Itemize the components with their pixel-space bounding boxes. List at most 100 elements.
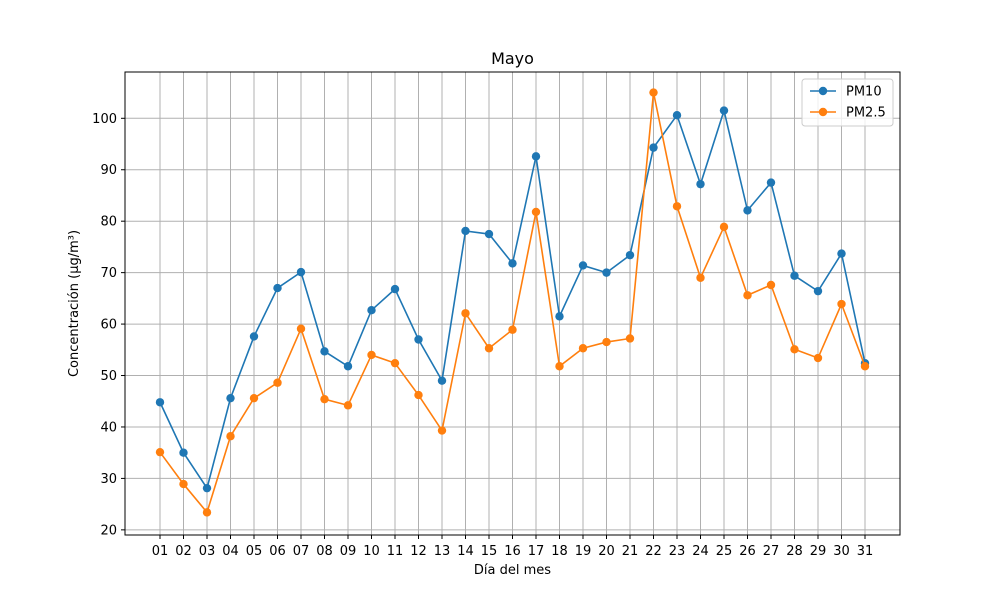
y-tick-label: 80 <box>100 215 117 230</box>
grid <box>125 72 900 535</box>
x-tick-label: 09 <box>340 544 357 559</box>
legend-label: PM2.5 <box>846 106 886 121</box>
data-point-pm10 <box>837 249 846 258</box>
data-point-pm2-5 <box>226 432 235 441</box>
data-point-pm2-5 <box>672 202 682 211</box>
x-tick-label: 14 <box>457 544 474 559</box>
data-point-pm10 <box>179 448 188 457</box>
legend-marker <box>818 86 828 96</box>
data-point-pm2-5 <box>249 393 259 403</box>
x-tick-label: 12 <box>410 544 427 559</box>
data-point-pm10 <box>766 178 776 187</box>
x-tick-label: 22 <box>645 544 662 559</box>
x-axis-label: Día del mes <box>474 563 551 578</box>
data-point-pm2-5 <box>202 508 212 517</box>
x-tick-label: 26 <box>739 544 756 559</box>
x-tick-label: 10 <box>363 544 380 559</box>
data-point-pm10 <box>625 250 635 260</box>
x-tick-label: 06 <box>269 544 286 559</box>
data-point-pm10 <box>461 226 470 236</box>
x-tick-label: 04 <box>222 544 239 559</box>
data-point-pm10 <box>790 271 799 280</box>
x-axis: 01 02 03 04 05 06 07 08 09 10 11 12 13 14 15 16 17 18 19 20… <box>152 535 873 559</box>
data-point-pm10 <box>649 143 658 152</box>
legend-marker <box>818 107 828 117</box>
y-tick-label: 30 <box>100 472 117 487</box>
data-point-pm2-5 <box>813 353 823 363</box>
data-point-pm2-5 <box>719 222 729 232</box>
data-point-pm2-5 <box>343 401 353 410</box>
x-tick-label: 20 <box>598 544 615 559</box>
y-tick-label: 100 <box>92 112 117 127</box>
x-tick-label: 13 <box>434 544 451 559</box>
x-tick-label: 28 <box>786 544 803 559</box>
data-point-pm10 <box>602 268 611 277</box>
data-point-pm2-5 <box>367 350 376 360</box>
data-point-pm10 <box>743 206 752 215</box>
data-point-pm2-5 <box>625 334 635 343</box>
data-point-pm2-5 <box>484 344 494 353</box>
data-point-pm10 <box>578 261 588 270</box>
x-tick-label: 16 <box>504 544 521 559</box>
data-point-pm10 <box>813 286 823 296</box>
data-point-pm2-5 <box>555 362 564 371</box>
data-point-pm2-5 <box>837 299 846 309</box>
data-point-pm2-5 <box>860 362 870 371</box>
data-point-pm2-5 <box>790 345 799 354</box>
y-axis: 20 30 40 50 60 70 80 90 100 <box>92 112 125 538</box>
data-point-pm2-5 <box>696 273 705 282</box>
y-tick-label: 90 <box>100 163 117 178</box>
x-tick-label: 17 <box>528 544 545 559</box>
x-tick-label: 18 <box>551 544 568 559</box>
data-point-pm2-5 <box>296 324 306 333</box>
data-point-pm10 <box>343 362 353 371</box>
data-point-pm10 <box>202 483 212 493</box>
data-point-pm2-5 <box>179 479 188 489</box>
data-point-pm2-5 <box>766 280 776 290</box>
data-point-pm2-5 <box>743 291 752 300</box>
x-tick-label: 27 <box>763 544 780 559</box>
data-point-pm2-5 <box>649 88 658 97</box>
data-point-pm10 <box>273 283 282 293</box>
data-point-pm10 <box>414 335 423 344</box>
data-point-pm2-5 <box>437 426 447 435</box>
y-tick-label: 60 <box>100 318 117 333</box>
x-tick-label: 03 <box>199 544 216 559</box>
x-tick-label: 29 <box>810 544 827 559</box>
x-tick-label: 15 <box>481 544 498 559</box>
y-tick-label: 50 <box>100 369 117 384</box>
y-tick-label: 20 <box>100 523 117 538</box>
data-point-pm2-5 <box>273 378 282 387</box>
data-point-pm10 <box>226 393 235 403</box>
data-point-pm2-5 <box>390 358 400 368</box>
data-point-pm2-5 <box>155 447 165 457</box>
data-point-pm10 <box>696 179 705 189</box>
x-tick-label: 07 <box>293 544 310 559</box>
data-point-pm2-5 <box>531 207 541 217</box>
data-point-pm10 <box>249 332 259 341</box>
y-tick-label: 70 <box>100 266 117 281</box>
y-tick-label: 40 <box>100 420 117 435</box>
x-tick-label: 08 <box>316 544 333 559</box>
x-tick-label: 01 <box>152 544 169 559</box>
x-tick-label: 25 <box>716 544 733 559</box>
data-point-pm2-5 <box>320 394 329 404</box>
data-point-pm10 <box>531 152 541 161</box>
x-tick-label: 30 <box>833 544 850 559</box>
x-tick-label: 05 <box>246 544 263 559</box>
x-tick-label: 24 <box>692 544 709 559</box>
data-point-pm10 <box>508 259 517 268</box>
legend: PM10 PM2.5 <box>801 78 894 127</box>
data-point-pm10 <box>484 229 494 239</box>
data-point-pm10 <box>367 305 376 315</box>
legend-label: PM10 <box>846 85 882 100</box>
data-point-pm2-5 <box>414 390 423 400</box>
y-axis-label: Concentración (µg/m³) <box>67 230 82 377</box>
data-point-pm2-5 <box>461 309 470 318</box>
x-tick-label: 21 <box>622 544 639 559</box>
data-point-pm10 <box>555 312 564 321</box>
x-tick-label: 19 <box>575 544 592 559</box>
x-tick-label: 23 <box>669 544 686 559</box>
chart-title: Mayo <box>491 49 534 68</box>
